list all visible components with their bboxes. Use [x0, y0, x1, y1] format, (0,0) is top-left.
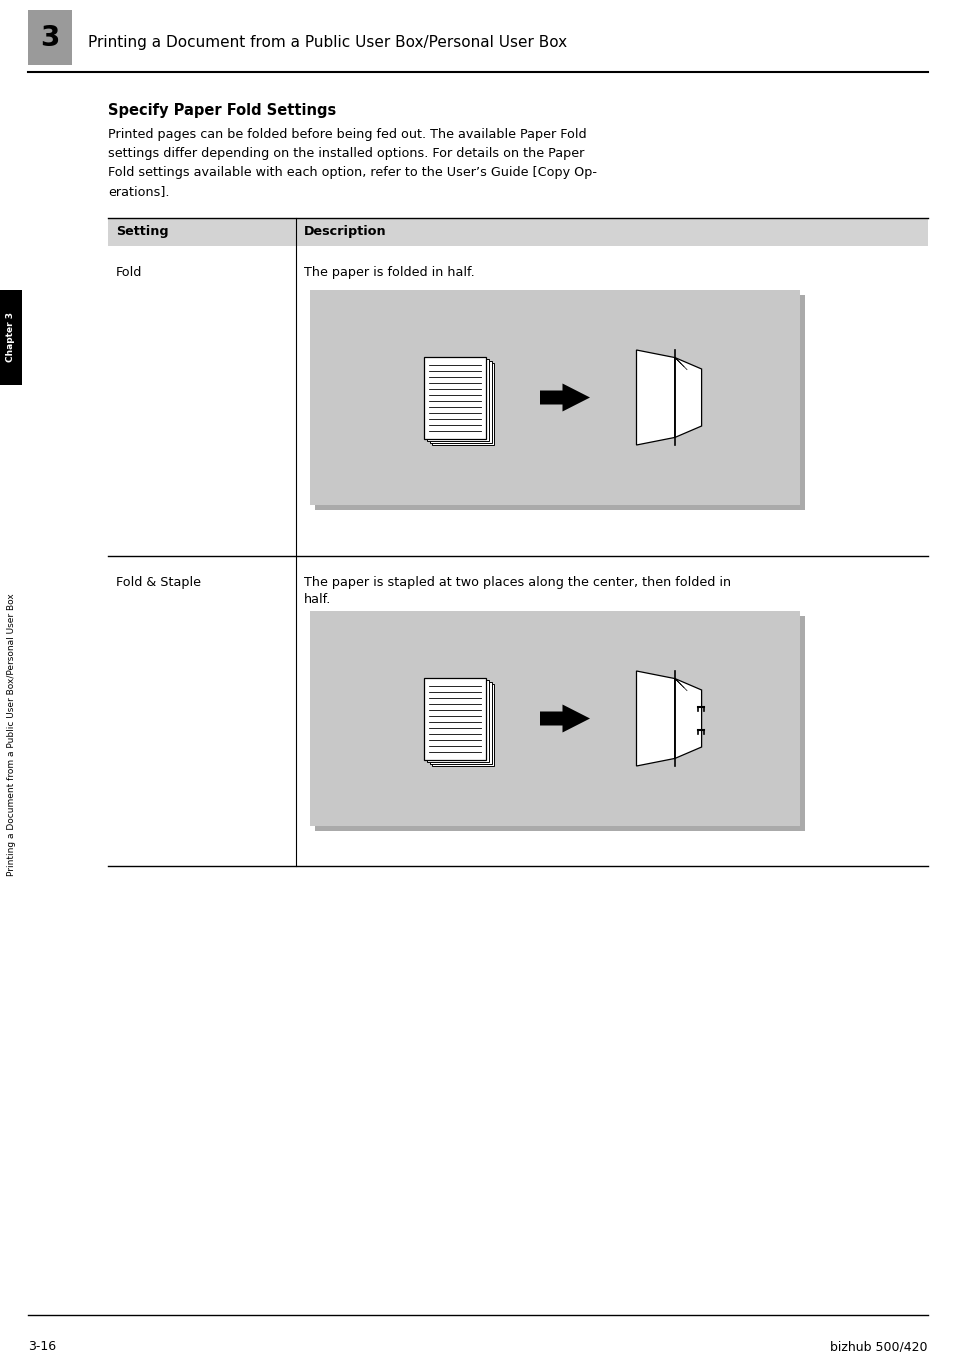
Text: erations].: erations].	[108, 185, 170, 197]
Text: Fold settings available with each option, refer to the User’s Guide [Copy Op-: Fold settings available with each option…	[108, 166, 597, 178]
Text: The paper is stapled at two places along the center, then folded in: The paper is stapled at two places along…	[304, 576, 730, 589]
Text: Printing a Document from a Public User Box/Personal User Box: Printing a Document from a Public User B…	[8, 594, 16, 876]
Text: Description: Description	[304, 226, 386, 238]
Bar	[0, 289, 22, 385]
Bar	[314, 617, 804, 831]
Text: half.: half.	[304, 594, 331, 606]
Polygon shape	[675, 357, 700, 438]
Bar	[426, 680, 488, 761]
Bar	[429, 361, 491, 442]
Text: settings differ depending on the installed options. For details on the Paper: settings differ depending on the install…	[108, 147, 584, 160]
Text: Fold & Staple: Fold & Staple	[116, 576, 201, 589]
Polygon shape	[636, 350, 675, 445]
Text: 3-16: 3-16	[28, 1340, 56, 1352]
Polygon shape	[539, 384, 589, 411]
Text: bizhub 500/420: bizhub 500/420	[830, 1340, 927, 1352]
Polygon shape	[636, 671, 675, 767]
Bar	[423, 357, 485, 438]
Text: Printed pages can be folded before being fed out. The available Paper Fold: Printed pages can be folded before being…	[108, 128, 586, 141]
Bar	[108, 218, 927, 246]
Bar	[426, 358, 488, 441]
Text: Printing a Document from a Public User Box/Personal User Box: Printing a Document from a Public User B…	[88, 35, 566, 50]
Text: 3: 3	[40, 23, 60, 51]
Bar	[429, 681, 491, 764]
Bar	[314, 295, 804, 510]
Bar	[310, 611, 800, 826]
Bar	[432, 362, 494, 445]
Polygon shape	[539, 704, 589, 733]
Text: Specify Paper Fold Settings: Specify Paper Fold Settings	[108, 103, 335, 118]
Bar	[28, 9, 71, 65]
Bar	[310, 289, 800, 506]
Text: Fold: Fold	[116, 266, 142, 279]
Polygon shape	[675, 679, 700, 758]
Bar	[423, 677, 485, 760]
Text: The paper is folded in half.: The paper is folded in half.	[304, 266, 475, 279]
Text: Chapter 3: Chapter 3	[7, 312, 15, 362]
Text: Setting: Setting	[116, 226, 169, 238]
Bar	[432, 684, 494, 765]
